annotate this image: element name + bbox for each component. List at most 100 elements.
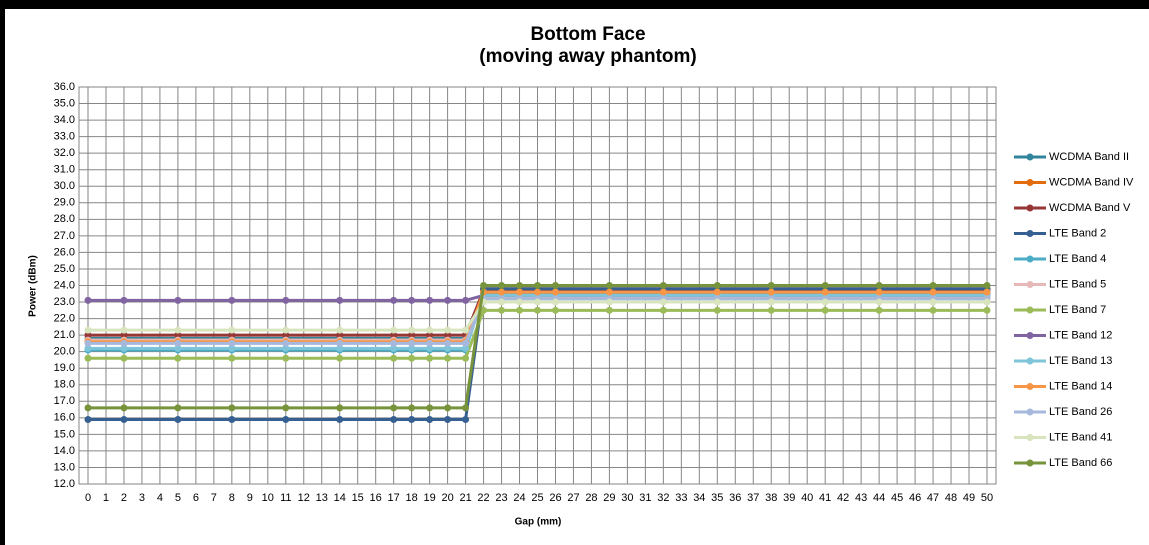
x-tick-label: 17 — [388, 492, 400, 504]
x-tick-label: 48 — [945, 492, 957, 504]
y-tick-label: 34.0 — [54, 114, 75, 126]
marker — [821, 288, 829, 296]
marker — [228, 404, 236, 412]
x-tick-label: 35 — [711, 492, 723, 504]
y-tick-label: 27.0 — [54, 230, 75, 242]
x-tick-label: 30 — [621, 492, 633, 504]
legend-marker — [1026, 383, 1034, 390]
marker — [408, 326, 416, 334]
marker — [767, 282, 775, 289]
legend-label: LTE Band 26 — [1049, 406, 1112, 418]
frame-left — [0, 0, 5, 545]
marker — [282, 296, 290, 304]
marker — [767, 298, 775, 306]
marker — [516, 306, 524, 314]
marker — [282, 404, 290, 412]
marker — [282, 415, 290, 423]
marker — [120, 331, 128, 339]
marker — [120, 344, 128, 352]
marker — [120, 339, 128, 347]
x-tick-label: 10 — [262, 492, 274, 504]
marker — [821, 306, 829, 314]
x-tick-label: 34 — [693, 492, 705, 504]
marker — [84, 344, 92, 352]
marker — [426, 339, 434, 347]
marker — [516, 298, 524, 306]
x-tick-label: 15 — [352, 492, 364, 504]
x-tick-label: 19 — [423, 492, 435, 504]
legend-label: LTE Band 7 — [1049, 304, 1106, 316]
series-line — [88, 308, 987, 360]
x-tick-label: 25 — [531, 492, 543, 504]
marker — [390, 404, 398, 412]
marker — [605, 298, 613, 306]
marker — [534, 306, 541, 314]
marker — [408, 344, 416, 352]
marker — [983, 282, 991, 289]
marker — [336, 331, 344, 339]
y-tick-label: 32.0 — [54, 147, 75, 159]
marker — [444, 326, 452, 334]
marker — [120, 415, 128, 423]
y-tick-label: 30.0 — [54, 180, 75, 192]
marker — [605, 282, 613, 289]
marker — [480, 282, 488, 289]
x-tick-label: 44 — [873, 492, 885, 504]
x-tick-label: 3 — [139, 492, 145, 504]
marker — [408, 339, 416, 347]
marker — [551, 298, 559, 306]
x-tick-label: 6 — [193, 492, 199, 504]
marker — [228, 296, 236, 304]
x-tick-label: 46 — [909, 492, 921, 504]
legend-label: WCDMA Band V — [1049, 202, 1131, 214]
marker — [929, 306, 937, 314]
x-tick-label: 2 — [121, 492, 127, 504]
marker — [282, 326, 290, 334]
y-tick-label: 19.0 — [54, 362, 75, 374]
marker — [228, 415, 236, 423]
marker — [84, 331, 92, 339]
marker — [426, 354, 434, 362]
x-tick-label: 21 — [459, 492, 471, 504]
marker — [875, 298, 883, 306]
marker — [426, 404, 434, 412]
x-tick-label: 0 — [85, 492, 91, 504]
x-tick-label: 1 — [103, 492, 109, 504]
x-tick-label: 23 — [495, 492, 507, 504]
x-tick-label: 24 — [513, 492, 525, 504]
frame-top — [0, 0, 1149, 9]
legend-marker — [1026, 255, 1034, 263]
series-line — [88, 300, 987, 332]
marker — [120, 296, 128, 304]
y-tick-label: 28.0 — [54, 213, 75, 225]
marker — [534, 288, 541, 296]
marker — [120, 354, 128, 362]
marker — [390, 344, 398, 352]
marker — [498, 288, 506, 296]
legend-marker — [1026, 153, 1034, 161]
marker — [408, 296, 416, 304]
legend-marker — [1026, 434, 1034, 441]
marker — [390, 339, 398, 347]
legend-marker — [1026, 306, 1034, 314]
x-tick-label: 9 — [247, 492, 253, 504]
x-tick-label: 42 — [837, 492, 849, 504]
y-tick-label: 33.0 — [54, 131, 75, 143]
y-tick-label: 12.0 — [54, 478, 75, 490]
marker — [713, 306, 721, 314]
x-tick-label: 50 — [981, 492, 993, 504]
x-tick-label: 11 — [280, 492, 291, 504]
marker — [551, 282, 559, 289]
legend-label: LTE Band 66 — [1049, 457, 1112, 469]
marker — [174, 326, 182, 334]
marker — [84, 339, 92, 347]
marker — [426, 296, 434, 304]
marker — [336, 344, 344, 352]
marker — [228, 344, 236, 352]
marker — [390, 326, 398, 334]
marker — [84, 354, 92, 362]
marker — [444, 296, 452, 304]
marker — [875, 288, 883, 296]
marker — [767, 288, 775, 296]
